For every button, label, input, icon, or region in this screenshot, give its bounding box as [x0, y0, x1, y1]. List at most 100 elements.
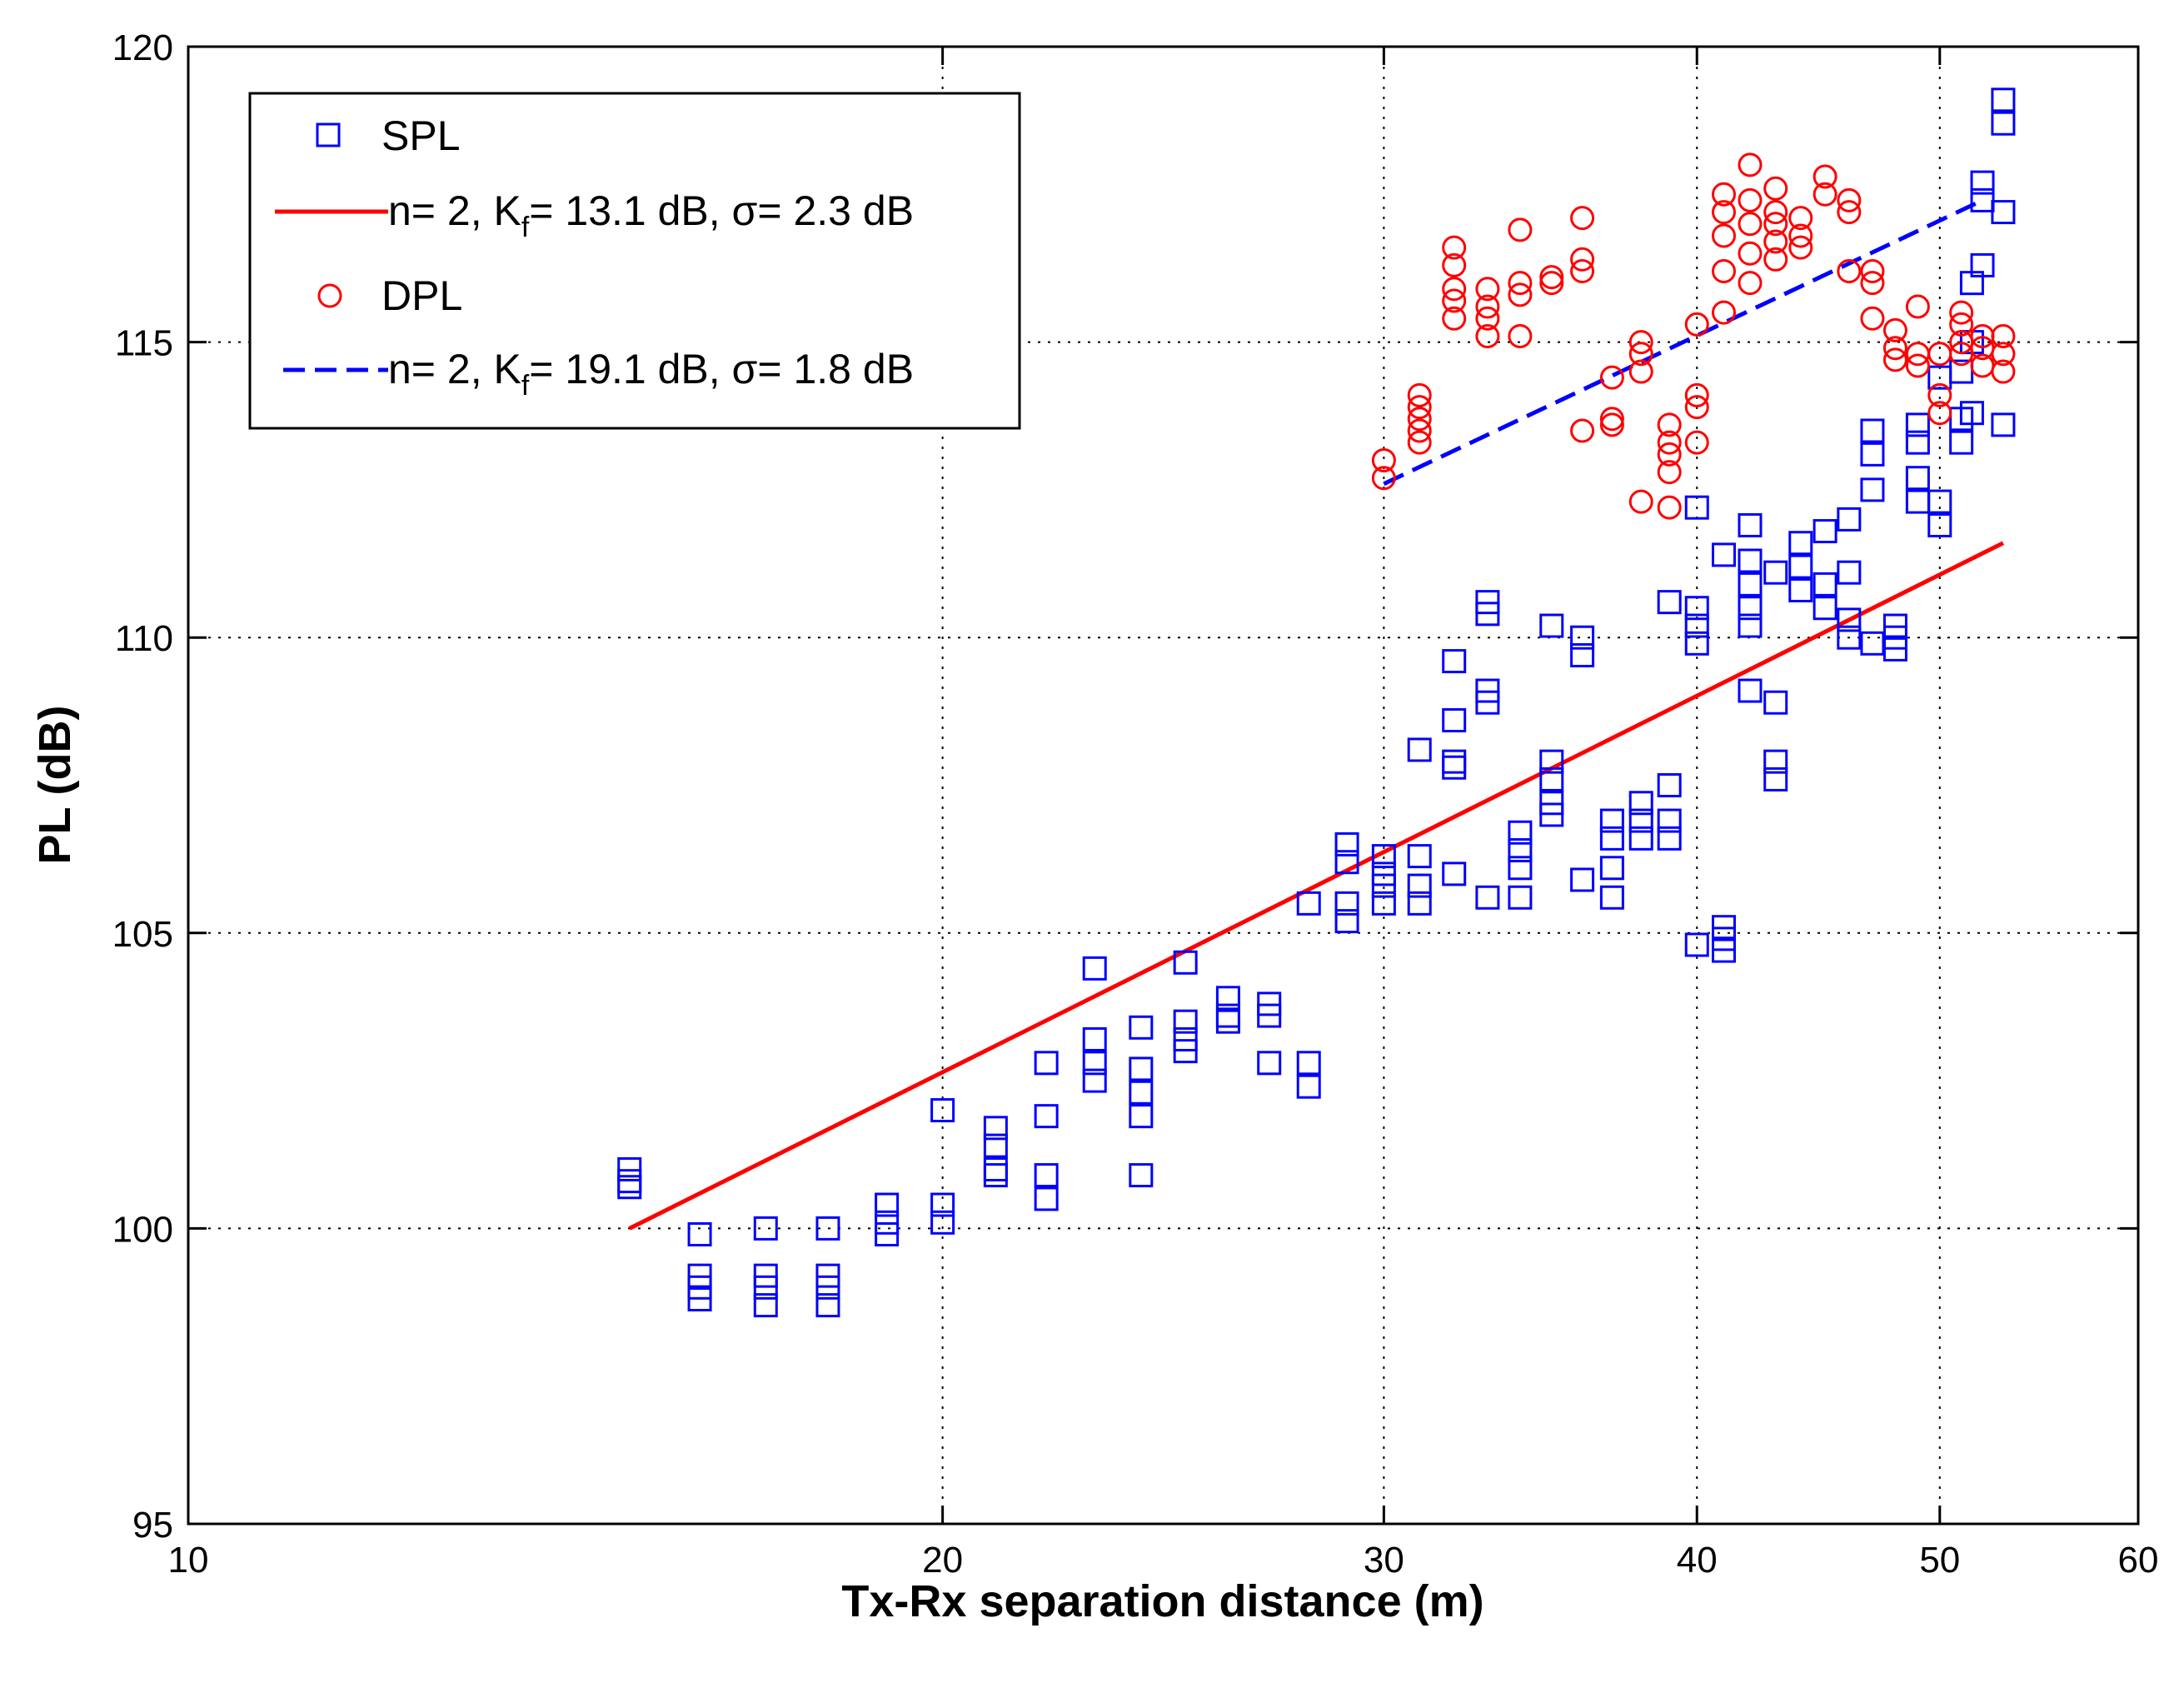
spl-point	[753, 1216, 778, 1241]
dpl-point	[1570, 247, 1595, 272]
spl-point	[815, 1275, 840, 1300]
dpl-point	[1712, 182, 1737, 207]
spl-point	[1860, 477, 1885, 502]
spl-point	[1475, 602, 1500, 627]
dpl-point	[1991, 324, 2016, 349]
dpl-point	[1837, 187, 1862, 212]
spl-point	[1215, 1009, 1240, 1034]
spl-fit-line	[628, 541, 2005, 1231]
spl-point	[1173, 1009, 1198, 1034]
spl-point	[1371, 891, 1396, 916]
spl-point	[1927, 489, 1952, 514]
spl-point	[1949, 430, 1974, 455]
spl-point	[1442, 861, 1467, 886]
spl-point	[1407, 873, 1432, 898]
spl-point	[1813, 596, 1837, 621]
spl-point	[930, 1098, 955, 1123]
legend-dpl-fit-label: n= 2, Kf= 19.1 dB, σ= 1.8 dB	[388, 346, 914, 402]
spl-point	[1173, 1039, 1198, 1064]
y-tick-label: 105	[112, 914, 173, 955]
dpl-point	[1371, 447, 1396, 472]
dpl-point	[1539, 265, 1564, 290]
spl-point	[753, 1275, 778, 1300]
dpl-point	[1813, 164, 1837, 189]
spl-point	[1738, 548, 1763, 573]
dpl-point	[1657, 442, 1682, 467]
spl-point	[1628, 791, 1653, 816]
spl-point	[1970, 252, 1995, 277]
spl-point	[1837, 625, 1862, 650]
spl-point	[1991, 87, 2016, 112]
spl-point	[1788, 554, 1813, 579]
spl-point	[1129, 1104, 1154, 1129]
dpl-point	[1712, 200, 1737, 225]
legend-dpl-label: DPL	[381, 272, 462, 319]
dpl-point	[1788, 206, 1813, 231]
legend-box	[248, 92, 1021, 430]
spl-point	[983, 1133, 1008, 1158]
y-tick-label: 110	[115, 618, 173, 659]
ticks: 10 20 30 40 50 60 95 100 105 110 115 120	[112, 27, 2159, 1581]
dpl-point	[1882, 347, 1907, 372]
spl-point	[1738, 596, 1763, 621]
spl-point	[1837, 507, 1862, 532]
legend: SPL n= 2, Kf= 13.1 dB, σ= 2.3 dB DPL n= …	[248, 92, 1021, 430]
spl-point	[1991, 412, 2016, 437]
dpl-point	[1570, 258, 1595, 283]
spl-point	[1257, 1003, 1282, 1028]
spl-point	[1570, 642, 1595, 667]
spl-point	[875, 1221, 900, 1246]
dpl-point	[1837, 200, 1862, 225]
spl-point	[1763, 749, 1788, 774]
dpl-point	[1763, 212, 1788, 237]
spl-point	[1442, 707, 1467, 732]
axes-box	[187, 45, 2140, 1526]
spl-point	[1599, 826, 1624, 851]
spl-point	[983, 1163, 1008, 1188]
spl-point	[1905, 430, 1930, 455]
spl-point	[1034, 1163, 1059, 1188]
dpl-point	[1371, 466, 1396, 491]
spl-point	[1684, 631, 1709, 656]
dpl-point	[1539, 271, 1564, 296]
spl-point	[1905, 412, 1930, 437]
legend-dpl-marker-icon	[317, 283, 342, 308]
spl-point	[815, 1216, 840, 1241]
dpl-point	[1657, 412, 1682, 437]
spl-point	[1970, 170, 1995, 195]
dpl-point	[1684, 382, 1709, 407]
dpl-point	[1738, 212, 1763, 237]
dpl-point	[1788, 235, 1813, 260]
spl-point	[617, 1175, 642, 1200]
spl-point	[1599, 856, 1624, 881]
spl-point	[1442, 755, 1467, 780]
spl-point	[1371, 844, 1396, 869]
dpl-point	[1788, 223, 1813, 248]
spl-point	[1813, 572, 1837, 597]
spl-point	[1334, 909, 1359, 934]
spl-point	[1991, 200, 2016, 225]
spl-point	[1034, 1051, 1059, 1076]
dpl-point	[1905, 294, 1930, 319]
spl-point	[1959, 401, 1984, 426]
spl-point	[1712, 938, 1737, 963]
data-markers	[617, 87, 2016, 1318]
spl-point	[1129, 1056, 1154, 1081]
spl-point	[1991, 111, 2016, 136]
spl-point	[1882, 637, 1907, 662]
spl-point	[1738, 613, 1763, 638]
spl-point	[1837, 607, 1862, 632]
spl-point	[1860, 631, 1885, 656]
dpl-point	[1442, 252, 1467, 277]
spl-point	[1905, 466, 1930, 491]
dpl-point	[1442, 235, 1467, 260]
spl-point	[1129, 1015, 1154, 1040]
spl-point	[1712, 542, 1737, 567]
spl-point	[1628, 826, 1653, 851]
spl-point	[1684, 932, 1709, 957]
dpl-point	[1407, 395, 1432, 420]
dpl-point	[1442, 288, 1467, 313]
spl-point	[1684, 613, 1709, 638]
dpl-point	[1570, 418, 1595, 443]
